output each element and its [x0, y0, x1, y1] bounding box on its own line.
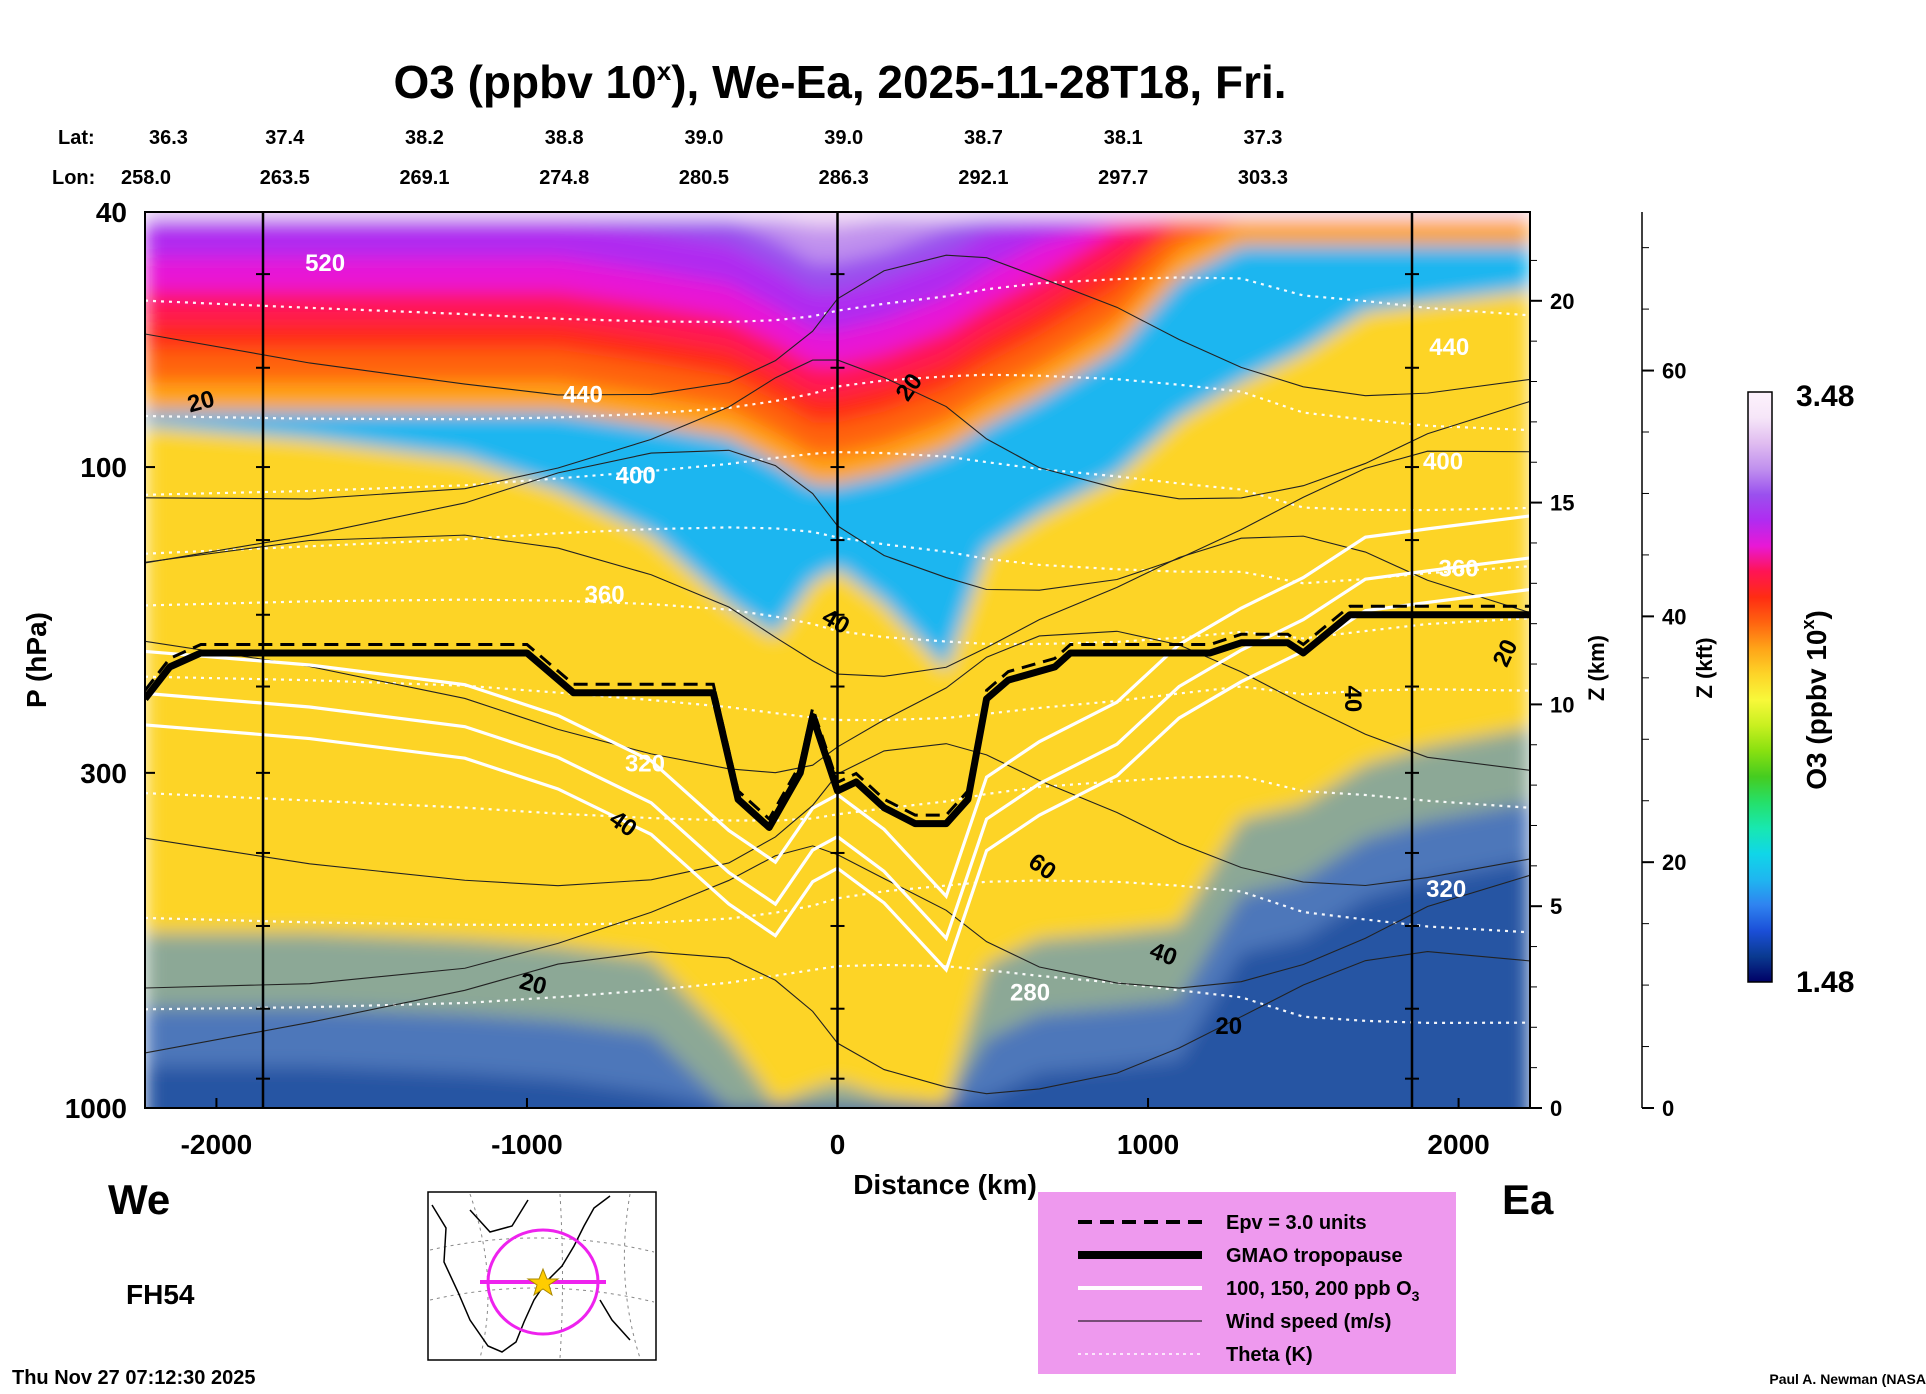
theta-label: 440 — [1429, 334, 1469, 361]
ozone-ppb-contour — [145, 556, 1530, 942]
theta-contour — [145, 373, 1530, 432]
legend-label: Epv = 3.0 units — [1226, 1212, 1367, 1234]
lat-header: Lat: — [58, 127, 95, 149]
ozone-ppb-contour — [145, 587, 1530, 973]
lat-value: 37.4 — [265, 127, 305, 149]
p-tick-label: 40 — [96, 197, 127, 228]
wind-speed-contour — [145, 950, 1530, 1095]
colorbar-min-label: 1.48 — [1796, 966, 1854, 999]
lat-value: 39.0 — [684, 127, 723, 149]
x-tick-label: -1000 — [491, 1129, 563, 1160]
lat-value: 39.0 — [824, 127, 863, 149]
wind-speed-label: 40 — [1339, 686, 1366, 713]
lon-header: Lon: — [52, 167, 95, 189]
x-tick-label: -2000 — [181, 1129, 253, 1160]
theta-label: 360 — [1439, 556, 1479, 583]
wind-speed-contour — [145, 630, 1530, 774]
epv-contour — [145, 604, 1530, 822]
z-kft-tick-label: 40 — [1662, 604, 1686, 629]
wind-speed-contour — [145, 359, 1530, 500]
lat-value: 36.3 — [149, 127, 188, 149]
colorbar-max-label: 3.48 — [1796, 380, 1854, 413]
legend-label: GMAO tropopause — [1226, 1245, 1403, 1267]
ozone-band — [145, 860, 1530, 1108]
legend-label: Theta (K) — [1226, 1344, 1313, 1366]
theta-label: 360 — [585, 581, 625, 608]
ozone-ppb-contour — [145, 514, 1530, 900]
x-tick-label: 2000 — [1427, 1129, 1489, 1160]
z-km-tick-label: 15 — [1550, 491, 1574, 516]
legend: Epv = 3.0 units GMAO tropopause 100, 150, … — [1038, 1192, 1456, 1374]
east-label: Ea — [1502, 1176, 1554, 1223]
lon-value: 263.5 — [260, 167, 310, 189]
wind-speed-label: 20 — [1215, 1013, 1242, 1040]
theta-contour — [145, 450, 1530, 512]
theta-label: 520 — [305, 250, 345, 277]
x-tick-label: 1000 — [1117, 1129, 1179, 1160]
globe-map-icon — [427, 1191, 657, 1361]
theta-label: 400 — [1423, 448, 1463, 475]
lon-value: 292.1 — [958, 167, 1008, 189]
chart-title: O3 (ppbv 10x), We-Ea, 2025-11-28T18, Fri… — [393, 56, 1286, 108]
z-km-tick-label: 0 — [1550, 1096, 1562, 1121]
lon-value: 286.3 — [819, 167, 869, 189]
z-km-tick-label: 10 — [1550, 692, 1574, 717]
theta-label: 400 — [616, 462, 656, 489]
theta-label: 320 — [1426, 876, 1466, 903]
lon-value: 280.5 — [679, 167, 729, 189]
lat-value: 37.3 — [1243, 127, 1282, 149]
x-axis-label: Distance (km) — [853, 1169, 1037, 1200]
p-tick-label: 1000 — [65, 1093, 127, 1124]
z-kft-tick-label: 0 — [1662, 1096, 1674, 1121]
theta-contour — [145, 775, 1530, 822]
gmao-tropopause-line — [145, 611, 1530, 831]
theta-contour — [145, 963, 1530, 1024]
credit: Paul A. Newman (NASA — [1769, 1371, 1926, 1387]
lon-value: 297.7 — [1098, 167, 1148, 189]
lat-lon-row: 36.3 258.0 37.4 263.5 38.2 269.1 38.8 274.8 39.0… — [121, 127, 1288, 189]
legend-label: Wind speed (m/s) — [1226, 1311, 1391, 1333]
timestamp: Thu Nov 27 07:12:30 2025 — [12, 1367, 255, 1389]
wind-speed-contour — [145, 254, 1530, 397]
z-kft-axis-label: Z (kft) — [1692, 637, 1717, 698]
lat-value: 38.7 — [964, 127, 1003, 149]
theta-label: 280 — [1010, 979, 1050, 1006]
colorbar-label: O3 (ppbv 10x) — [1798, 610, 1832, 790]
y-axis-label: P (hPa) — [21, 612, 52, 708]
theta-contour — [145, 276, 1530, 324]
star-icon — [526, 1267, 560, 1297]
lat-value: 38.8 — [545, 127, 584, 149]
lat-value: 38.2 — [405, 127, 444, 149]
wind-speed-contour — [145, 845, 1530, 989]
ozone-band — [145, 802, 1530, 1108]
plot-area: -2000 -1000 0 1000 2000 40 100 300 1000 0 5 10 15 20 0… — [65, 197, 1687, 1160]
colorbar: 3.48 1.48 O3 (ppbv 10x) — [1747, 380, 1854, 999]
colorbar-scale — [1747, 391, 1773, 983]
lon-value: 269.1 — [399, 167, 449, 189]
x-tick-label: 0 — [830, 1129, 846, 1160]
west-label: We — [108, 1176, 170, 1223]
lon-value: 258.0 — [121, 167, 171, 189]
axes: -2000 -1000 0 1000 2000 40 100 300 1000 0 5 10 15 20 0… — [65, 197, 1687, 1160]
wind-speed-contour — [145, 743, 1530, 887]
lon-value: 303.3 — [1238, 167, 1288, 189]
wind-speed-contour — [145, 449, 1530, 591]
wind-speed-contour — [145, 534, 1530, 677]
lon-value: 274.8 — [539, 167, 589, 189]
p-tick-label: 300 — [80, 758, 127, 789]
z-km-tick-label: 20 — [1550, 289, 1574, 314]
theta-label: 440 — [563, 381, 603, 408]
contour-overlays — [145, 212, 1530, 1108]
theta-label: 320 — [625, 750, 665, 777]
z-km-axis-label: Z (km) — [1584, 635, 1609, 701]
lat-value: 38.1 — [1104, 127, 1143, 149]
legend-label: 100, 150, 200 ppb O3 — [1226, 1278, 1420, 1304]
theta-contour — [145, 879, 1530, 934]
z-kft-tick-label: 20 — [1662, 850, 1686, 875]
z-kft-tick-label: 60 — [1662, 359, 1686, 384]
p-tick-label: 100 — [80, 452, 127, 483]
forecast-hour-label: FH54 — [126, 1279, 195, 1310]
z-km-tick-label: 5 — [1550, 894, 1562, 919]
